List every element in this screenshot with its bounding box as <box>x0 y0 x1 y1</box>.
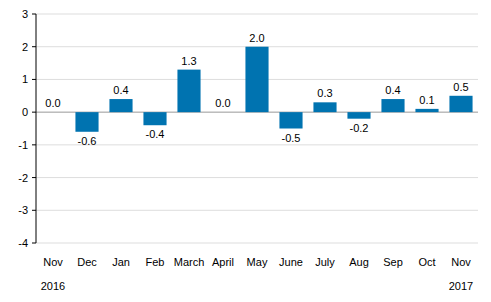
x-tick-label: Sep <box>383 256 403 268</box>
x-tick-label: May <box>247 256 268 268</box>
data-label: 0.1 <box>419 94 434 106</box>
bar <box>449 96 472 112</box>
y-tick <box>32 210 36 211</box>
y-tick-label: -1 <box>18 139 28 151</box>
y-tick <box>32 14 36 15</box>
bar <box>415 109 438 112</box>
data-label: 0.5 <box>453 81 468 93</box>
y-tick <box>32 112 36 113</box>
y-tick <box>32 243 36 244</box>
x-tick-label: Nov <box>43 256 63 268</box>
bar <box>279 112 302 128</box>
y-tick <box>32 79 36 80</box>
grid-line <box>36 243 478 244</box>
bar <box>143 112 166 125</box>
grid-line <box>36 144 478 145</box>
y-tick-label: -4 <box>18 237 28 249</box>
data-label: 1.3 <box>181 55 196 67</box>
bar <box>211 112 234 113</box>
x-tick-label: June <box>279 256 303 268</box>
data-label: 0.4 <box>385 84 400 96</box>
x-tick-label: March <box>174 256 205 268</box>
x-tick-label: Jan <box>112 256 130 268</box>
bar <box>41 112 64 113</box>
bar <box>177 70 200 113</box>
bar <box>381 99 404 112</box>
data-label: 0.0 <box>45 97 60 109</box>
x-tick-label: Oct <box>418 256 435 268</box>
y-tick-label: 3 <box>22 8 28 20</box>
y-tick-label: -2 <box>18 172 28 184</box>
y-tick-label: -3 <box>18 204 28 216</box>
x-tick-label: July <box>315 256 335 268</box>
chart-svg: -4 -3 -2 -1 0 1 2 3 0.0 -0.6 0.4 -0.4 1.3 0.0 2.0 -0.5 0… <box>0 0 491 302</box>
y-tick <box>32 144 36 145</box>
x-tick-label: Nov <box>451 256 471 268</box>
chart-container: -4 -3 -2 -1 0 1 2 3 0.0 -0.6 0.4 -0.4 1.3 0.0 2.0 -0.5 0… <box>0 0 491 302</box>
year-label: 2017 <box>449 280 473 292</box>
grid-line <box>36 210 478 211</box>
bar <box>313 102 336 112</box>
grid-line <box>36 14 478 15</box>
y-tick-label: 2 <box>22 41 28 53</box>
data-label: -0.5 <box>282 132 301 144</box>
y-tick-label: 0 <box>22 106 28 118</box>
y-tick <box>32 177 36 178</box>
y-tick-label: 1 <box>22 73 28 85</box>
data-label: 2.0 <box>249 32 264 44</box>
data-label: 0.0 <box>215 97 230 109</box>
bar <box>109 99 132 112</box>
bar <box>75 112 98 132</box>
data-label: -0.6 <box>78 135 97 147</box>
bar <box>245 47 268 112</box>
y-axis <box>36 14 37 243</box>
x-tick-label: Dec <box>77 256 97 268</box>
x-tick-label: April <box>212 256 234 268</box>
bar <box>347 112 370 119</box>
data-label: 0.4 <box>113 84 128 96</box>
x-tick-label: Aug <box>349 256 369 268</box>
x-tick-label: Feb <box>146 256 165 268</box>
y-tick <box>32 46 36 47</box>
data-label: 0.3 <box>317 87 332 99</box>
year-label: 2016 <box>41 280 65 292</box>
data-label: -0.2 <box>350 122 369 134</box>
data-label: -0.4 <box>146 128 165 140</box>
grid-line <box>36 177 478 178</box>
bars <box>41 47 472 132</box>
